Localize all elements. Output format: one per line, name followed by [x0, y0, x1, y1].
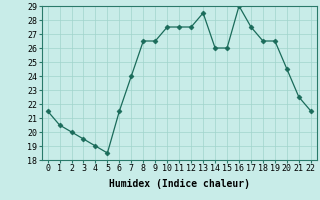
X-axis label: Humidex (Indice chaleur): Humidex (Indice chaleur)	[109, 179, 250, 189]
